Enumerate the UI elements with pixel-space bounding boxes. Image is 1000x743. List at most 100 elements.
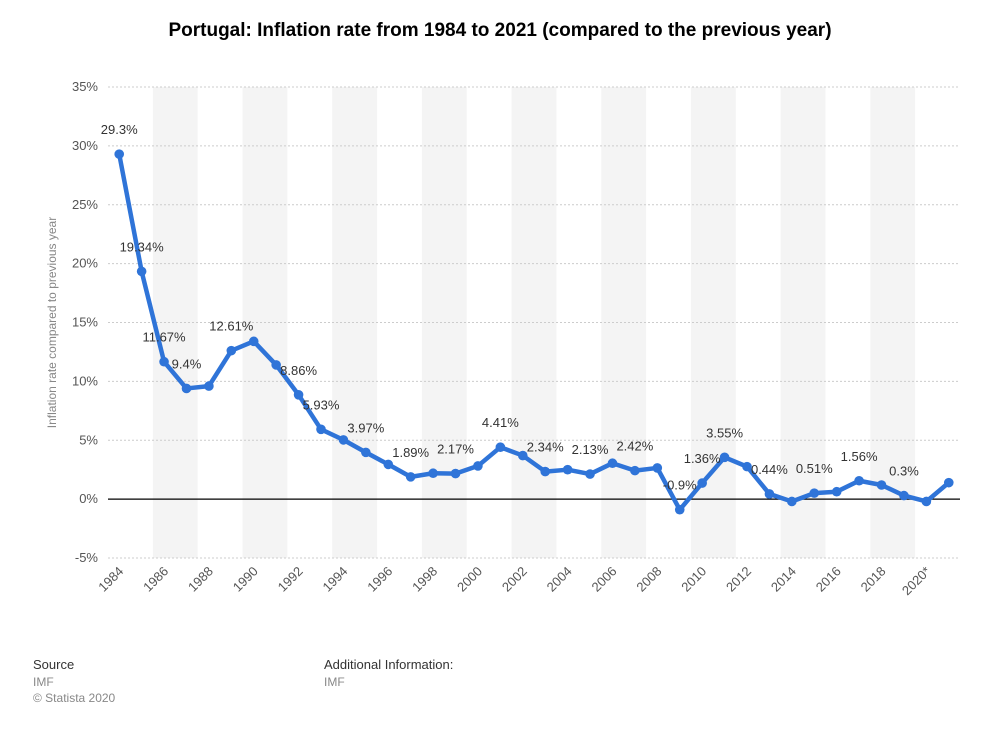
data-point: [787, 496, 797, 507]
data-point: [742, 461, 752, 472]
data-point: [630, 465, 640, 476]
data-point: [540, 466, 551, 477]
x-tick-label: 2016: [813, 564, 844, 595]
data-label: 4.41%: [482, 415, 519, 430]
chart-title: Portugal: Inflation rate from 1984 to 20…: [168, 20, 832, 41]
y-axis-label: Inflation rate compared to previous year: [45, 217, 59, 428]
data-point: [495, 442, 506, 452]
data-point: [405, 472, 416, 482]
data-point: [764, 489, 775, 499]
source-block: Source IMF © Statista 2020: [33, 657, 115, 706]
x-tick-label: 2002: [499, 564, 530, 595]
data-point: [607, 458, 618, 469]
y-tick-label: 10%: [72, 373, 98, 388]
background-band: [152, 87, 198, 558]
data-point: [809, 488, 820, 498]
data-label: 2.13%: [572, 442, 609, 457]
data-point: [181, 383, 192, 394]
data-point: [719, 452, 730, 463]
data-label: 1.36%: [684, 451, 721, 466]
data-point: [450, 468, 461, 479]
x-tick-label: 2004: [544, 564, 575, 595]
x-tick-label: 2010: [678, 564, 709, 595]
data-point: [136, 266, 147, 277]
data-point: [293, 389, 304, 400]
x-tick-label: 1992: [275, 564, 306, 595]
y-tick-label: 5%: [79, 432, 98, 447]
copyright-text: © Statista 2020: [33, 691, 116, 705]
y-tick-label: 20%: [72, 256, 98, 271]
data-point: [517, 450, 528, 461]
data-label: 2.17%: [437, 442, 474, 457]
x-tick-label: 1994: [319, 564, 350, 595]
background-band: [780, 87, 826, 558]
data-label: 1.89%: [392, 445, 429, 460]
data-label: 3.97%: [347, 420, 384, 435]
data-label: 1.56%: [841, 449, 878, 464]
x-tick-label: 1996: [364, 564, 395, 595]
x-tick-label: 2008: [633, 564, 664, 595]
x-tick-label: 2014: [768, 564, 799, 595]
data-point: [159, 356, 169, 367]
additional-info-block: Additional Information: IMF: [324, 657, 453, 690]
data-point: [271, 360, 281, 370]
data-point: [697, 478, 707, 488]
data-label: 0.44%: [751, 462, 788, 477]
data-point: [226, 345, 237, 356]
data-point: [921, 496, 932, 507]
source-value: IMF: [33, 675, 54, 689]
x-tick-label: 1990: [230, 564, 261, 595]
data-point: [652, 463, 663, 473]
data-label: 29.3%: [101, 122, 138, 137]
data-label: 0.51%: [796, 461, 833, 476]
x-tick-label: 2018: [858, 564, 889, 595]
source-heading: Source: [33, 657, 75, 672]
background-band: [601, 87, 647, 558]
data-point: [204, 381, 214, 391]
x-tick-label: 2006: [589, 564, 620, 595]
x-tick-label: 2012: [723, 564, 754, 595]
data-label: 19.34%: [120, 239, 165, 254]
line-chart: -5% 0% 5% 10% 15% 20% 25% 30% 35% Inflation rate …: [45, 79, 960, 599]
data-point: [248, 336, 259, 347]
data-label: 3.55%: [706, 425, 743, 440]
data-point: [316, 424, 326, 435]
data-point: [338, 435, 349, 445]
additional-info-heading: Additional Information:: [324, 657, 454, 672]
data-label: 2.42%: [616, 439, 653, 454]
data-point: [854, 475, 864, 486]
data-point: [114, 149, 125, 159]
additional-info-value: IMF: [324, 675, 345, 689]
data-point: [943, 477, 954, 488]
y-tick-label: -5%: [75, 550, 99, 565]
data-label: 8.86%: [280, 363, 317, 378]
data-point: [876, 480, 887, 490]
data-point: [674, 504, 685, 515]
x-tick-label: 1988: [185, 564, 216, 595]
x-tick-label: 2000: [454, 564, 485, 595]
data-point: [361, 447, 371, 458]
data-label: 9.4%: [172, 356, 202, 371]
data-point: [428, 468, 438, 479]
y-tick-label: 0%: [79, 491, 98, 506]
background-band: [332, 87, 378, 558]
data-point: [831, 486, 842, 497]
y-tick-label: 15%: [72, 315, 98, 330]
data-point: [899, 490, 909, 501]
x-tick-label: 1986: [140, 564, 171, 595]
y-tick-label: 30%: [72, 138, 98, 153]
x-tick-label: 2020*: [899, 564, 934, 599]
x-tick-label: 1984: [95, 564, 126, 595]
data-label: 12.61%: [209, 319, 254, 334]
data-point: [562, 464, 573, 475]
data-point: [383, 459, 394, 470]
data-point: [585, 469, 595, 479]
data-label: 11.67%: [142, 330, 186, 345]
data-label: 5.93%: [303, 397, 340, 412]
y-tick-label: 25%: [72, 197, 98, 212]
data-label: 2.34%: [527, 440, 564, 455]
x-tick-label: 1998: [409, 564, 440, 595]
data-label: 0.3%: [889, 464, 919, 479]
y-tick-label: 35%: [72, 79, 98, 94]
